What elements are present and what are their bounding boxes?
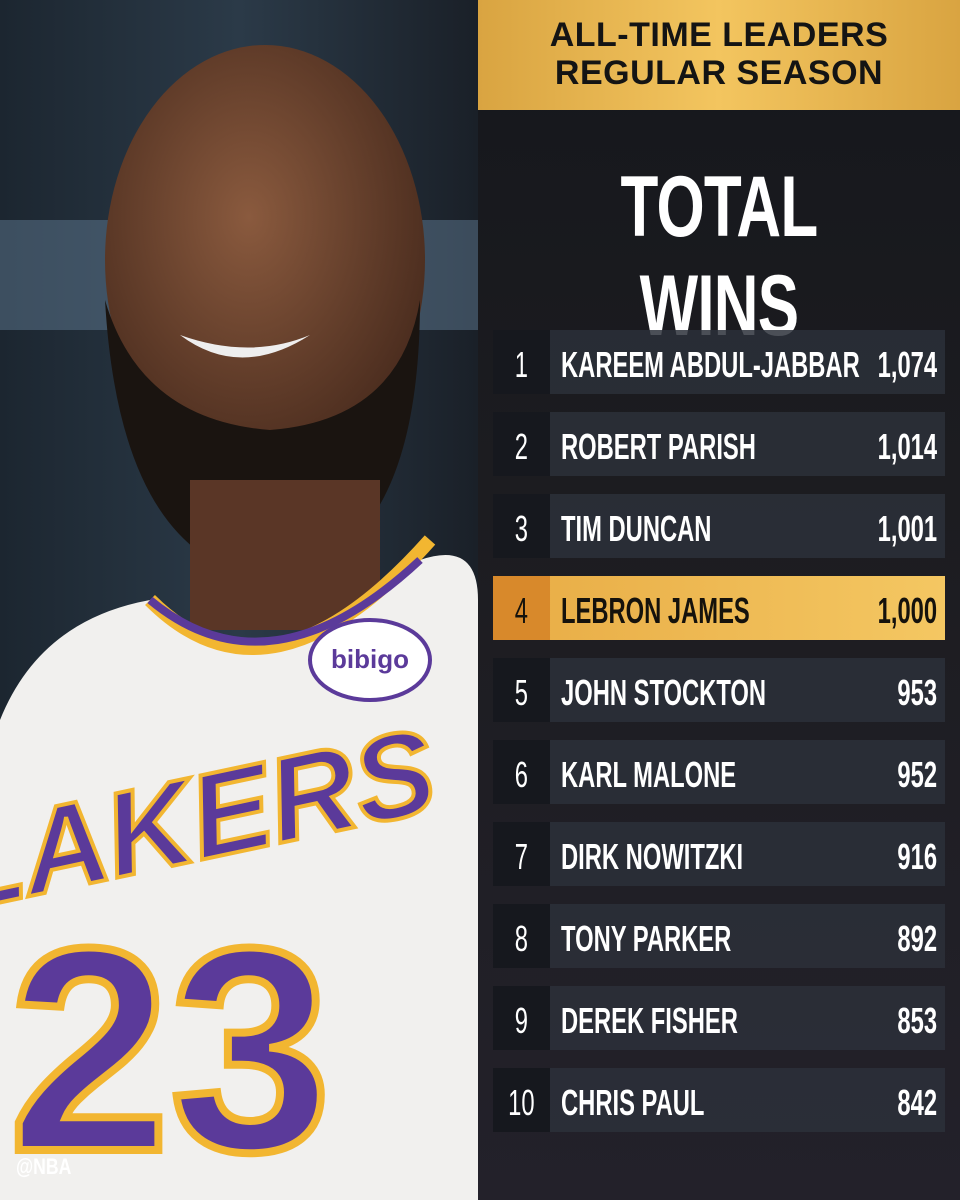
rank: 8 — [514, 918, 528, 959]
rank: 1 — [514, 344, 528, 385]
player-name: TONY PARKER — [561, 918, 732, 959]
rank: 2 — [514, 426, 528, 467]
player-name: TIM DUNCAN — [561, 508, 712, 549]
rank-cell: 2 — [493, 412, 550, 476]
rank: 9 — [514, 1000, 528, 1041]
table-row: 1 KAREEM ABDUL-JABBAR 1,074 — [493, 330, 945, 394]
wins: 1,014 — [877, 426, 937, 467]
table-row: 5 JOHN STOCKTON 953 — [493, 658, 945, 722]
table-row: 10 CHRIS PAUL 842 — [493, 1068, 945, 1132]
table-row: 2 ROBERT PARISH 1,014 — [493, 412, 945, 476]
table-row: 3 TIM DUNCAN 1,001 — [493, 494, 945, 558]
table-row: 7 DIRK NOWITZKI 916 — [493, 822, 945, 886]
rank: 3 — [514, 508, 528, 549]
player-name: DIRK NOWITZKI — [561, 836, 744, 877]
rank-cell: 1 — [493, 330, 550, 394]
player-name: KARL MALONE — [561, 754, 737, 795]
rank-cell: 5 — [493, 658, 550, 722]
wins: 1,001 — [877, 508, 937, 549]
table-row: 4 LEBRON JAMES 1,000 — [493, 576, 945, 640]
player-photo: bibigo LAKERS 23 — [0, 0, 478, 1200]
wins: 842 — [897, 1082, 937, 1123]
table-row: 6 KARL MALONE 952 — [493, 740, 945, 804]
wins: 916 — [897, 836, 937, 877]
rank-cell: 4 — [493, 576, 550, 640]
wins: 953 — [897, 672, 937, 713]
jersey-number: 23 — [9, 888, 332, 1200]
player-name: DEREK FISHER — [561, 1000, 738, 1041]
rank-cell: 3 — [493, 494, 550, 558]
player-name: JOHN STOCKTON — [561, 672, 767, 713]
rank: 5 — [514, 672, 528, 713]
wins: 1,074 — [877, 344, 937, 385]
rank-cell: 9 — [493, 986, 550, 1050]
rank: 6 — [514, 754, 528, 795]
rank-cell: 8 — [493, 904, 550, 968]
title: TOTAL WINS — [620, 159, 818, 354]
header-line: ALL-TIME LEADERS — [549, 16, 889, 54]
header: ALL-TIME LEADERS REGULAR SEASON — [478, 0, 960, 110]
wins: 952 — [897, 754, 937, 795]
player-name: ROBERT PARISH — [561, 426, 756, 467]
rank-cell: 7 — [493, 822, 550, 886]
patch-text: bibigo — [331, 644, 409, 674]
watermark: @NBA — [16, 1154, 72, 1179]
wins: 892 — [897, 918, 937, 959]
table-row: 8 TONY PARKER 892 — [493, 904, 945, 968]
rank: 7 — [514, 836, 528, 877]
rank: 10 — [508, 1082, 535, 1123]
rank: 4 — [514, 590, 528, 631]
wins: 853 — [897, 1000, 937, 1041]
player-name: CHRIS PAUL — [561, 1082, 705, 1123]
table-row: 9 DEREK FISHER 853 — [493, 986, 945, 1050]
header-line: REGULAR SEASON — [554, 54, 884, 92]
player-name: KAREEM ABDUL-JABBAR — [561, 344, 860, 385]
rank-cell: 10 — [493, 1068, 550, 1132]
leaderboard: ALL-TIME LEADERS REGULAR SEASON TOTAL WI… — [478, 0, 960, 1200]
rank-cell: 6 — [493, 740, 550, 804]
wins: 1,000 — [877, 590, 937, 631]
player-name: LEBRON JAMES — [561, 590, 750, 631]
